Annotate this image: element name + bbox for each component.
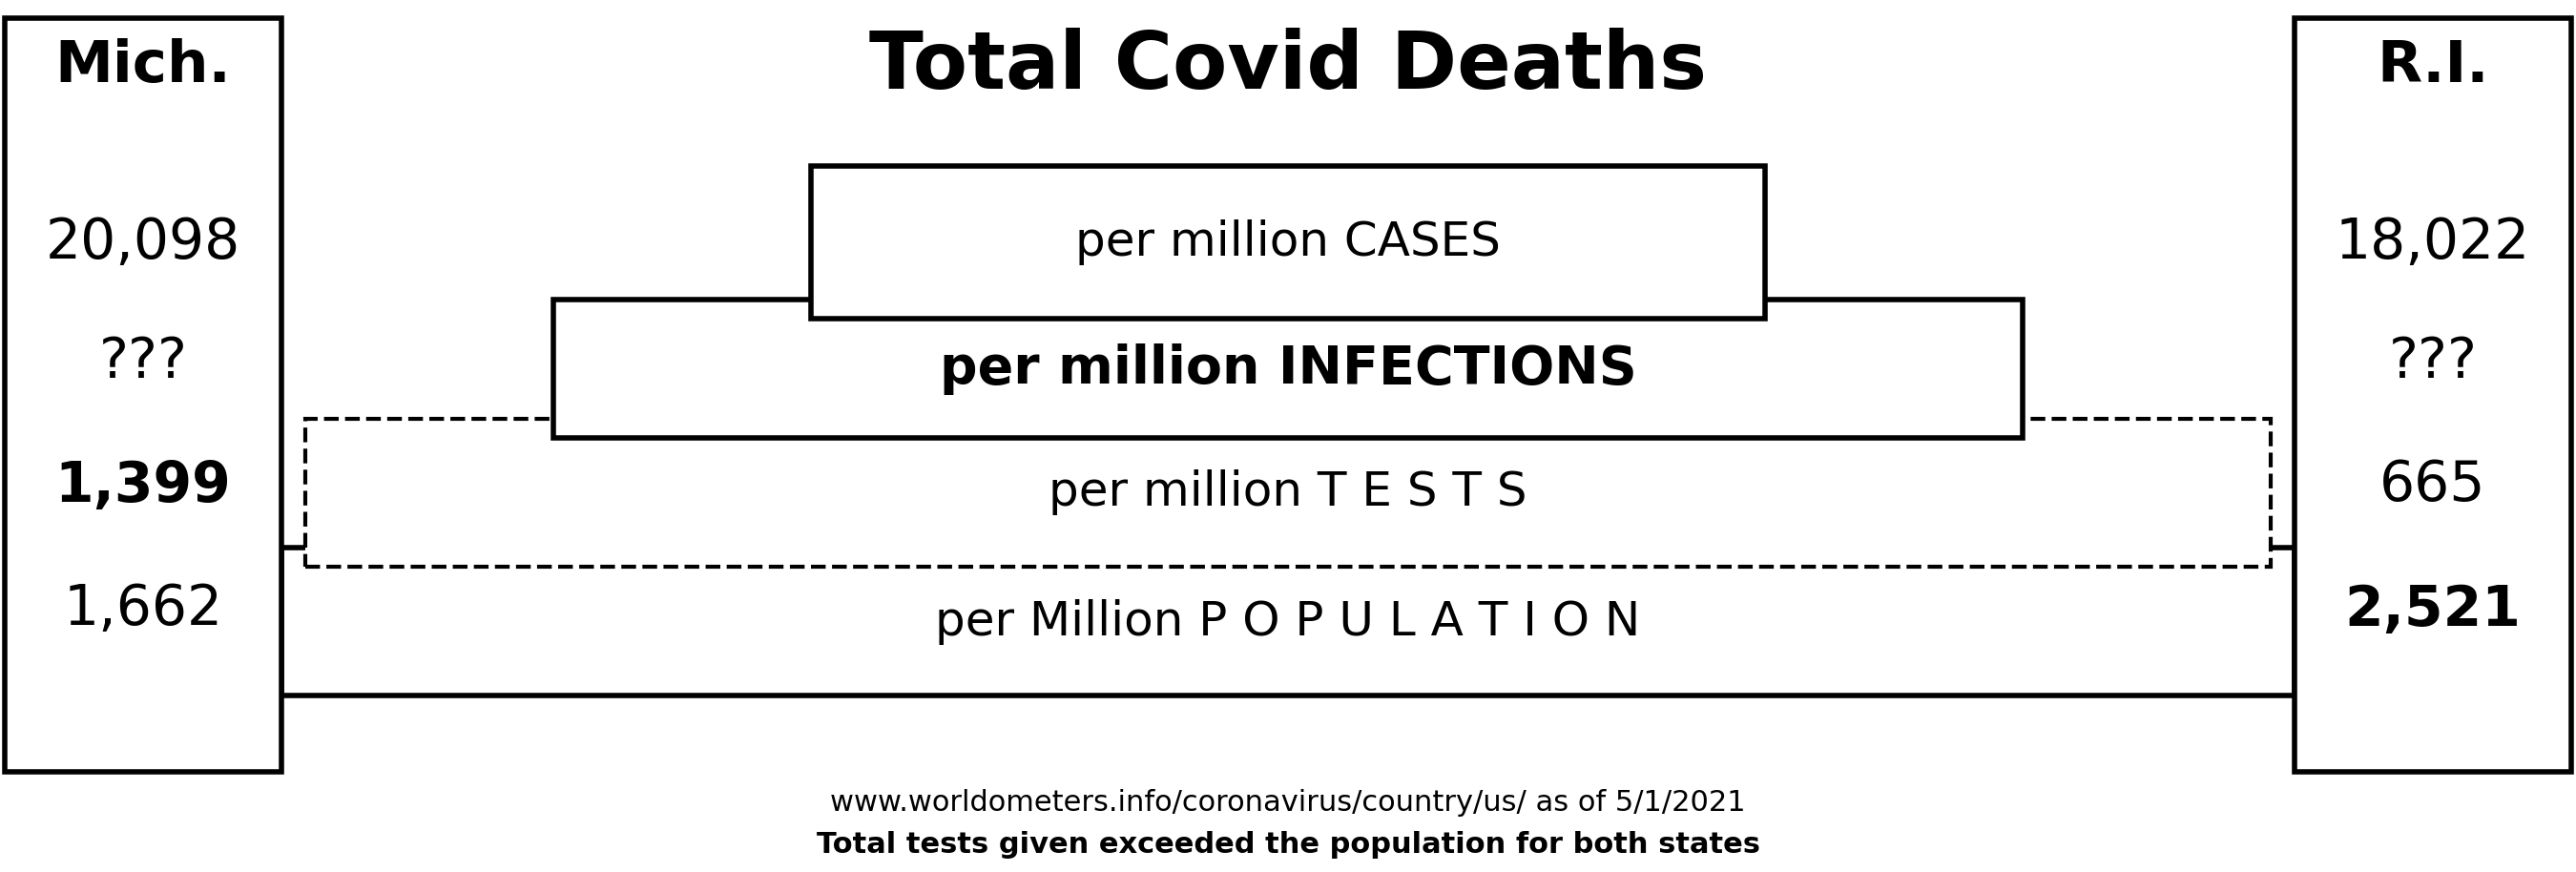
Text: ???: ??? [98,334,188,389]
Text: 20,098: 20,098 [46,215,240,269]
Text: per Million P O P U L A T I O N: per Million P O P U L A T I O N [935,599,1641,644]
Text: 665: 665 [2380,459,2486,513]
Text: per million T E S T S: per million T E S T S [1048,470,1528,515]
Text: 1,399: 1,399 [54,459,232,513]
Text: per million INFECTIONS: per million INFECTIONS [940,343,1636,394]
Bar [811,166,1765,318]
Text: 2,521: 2,521 [2344,582,2522,637]
Bar [5,18,281,772]
Bar [2295,18,2571,772]
Text: ???: ??? [2388,334,2478,389]
Text: Total tests given exceeded the population for both states: Total tests given exceeded the populatio… [817,832,1759,859]
Bar [281,548,2295,696]
Text: www.worldometers.info/coronavirus/country/us/ as of 5/1/2021: www.worldometers.info/coronavirus/countr… [829,789,1747,817]
Bar [307,419,2269,567]
Text: 18,022: 18,022 [2336,215,2530,269]
Text: Total Covid Deaths: Total Covid Deaths [868,27,1708,105]
Text: R.I.: R.I. [2378,37,2488,94]
Text: Mich.: Mich. [54,37,232,94]
Bar [554,300,2022,438]
Text: 1,662: 1,662 [64,582,224,637]
Text: per million CASES: per million CASES [1074,220,1502,265]
